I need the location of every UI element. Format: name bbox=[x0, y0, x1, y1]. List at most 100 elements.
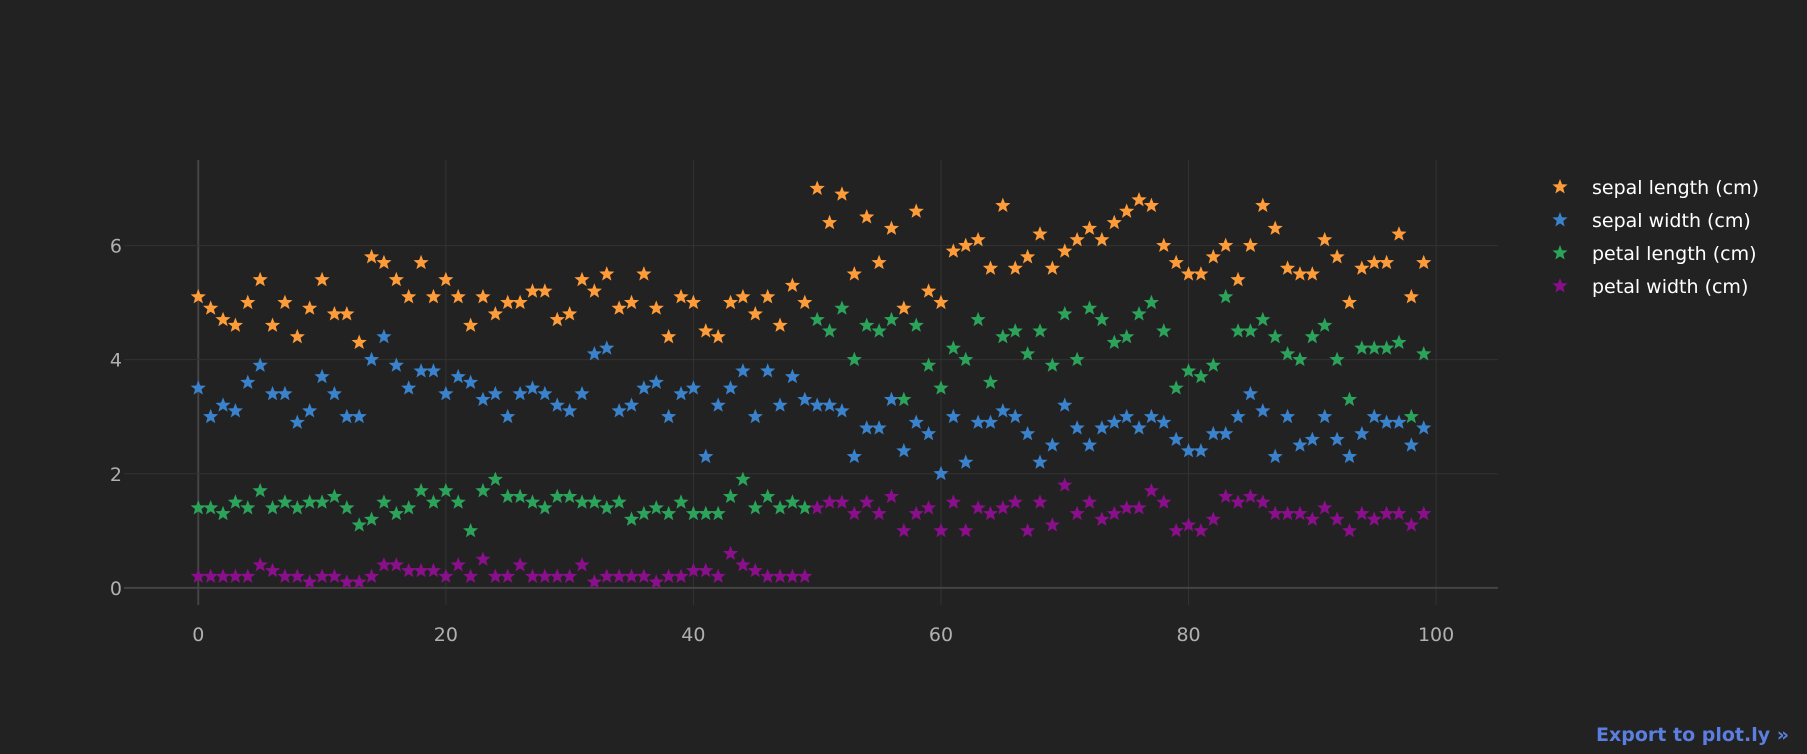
data-point bbox=[846, 505, 862, 521]
legend-label: sepal length (cm) bbox=[1592, 177, 1759, 199]
data-point bbox=[537, 283, 553, 298]
data-point bbox=[772, 397, 788, 412]
data-point bbox=[747, 408, 763, 424]
data-point bbox=[289, 500, 305, 515]
data-point bbox=[760, 488, 776, 504]
data-point bbox=[500, 408, 516, 424]
data-point bbox=[636, 505, 652, 521]
data-point bbox=[376, 494, 392, 509]
legend-item[interactable]: petal width (cm) bbox=[1552, 276, 1748, 298]
data-point bbox=[277, 294, 293, 310]
data-point bbox=[1205, 425, 1221, 441]
data-point bbox=[524, 568, 541, 583]
data-point bbox=[562, 568, 578, 583]
data-point bbox=[450, 494, 466, 509]
data-point bbox=[1218, 237, 1234, 253]
data-point bbox=[1156, 237, 1172, 253]
data-point bbox=[958, 237, 974, 253]
data-point bbox=[462, 568, 479, 583]
data-point bbox=[982, 414, 999, 429]
data-point bbox=[834, 403, 850, 418]
data-point bbox=[462, 374, 479, 389]
data-point bbox=[797, 500, 813, 515]
data-point bbox=[995, 328, 1011, 344]
data-point bbox=[388, 557, 404, 572]
data-point bbox=[599, 568, 615, 583]
data-point bbox=[1032, 323, 1048, 338]
legend-item[interactable]: sepal length (cm) bbox=[1552, 177, 1759, 199]
data-point bbox=[982, 374, 999, 389]
data-point bbox=[896, 522, 912, 538]
data-point bbox=[450, 288, 466, 304]
data-point bbox=[450, 557, 466, 572]
data-point bbox=[1032, 226, 1048, 241]
data-point bbox=[747, 562, 763, 578]
data-point bbox=[1354, 425, 1370, 441]
data-point bbox=[376, 328, 392, 344]
data-point bbox=[1044, 260, 1060, 275]
data-point bbox=[1020, 425, 1036, 441]
data-point bbox=[549, 568, 565, 583]
data-point bbox=[1279, 345, 1296, 361]
data-point bbox=[1143, 408, 1160, 424]
data-point bbox=[190, 568, 206, 583]
data-point bbox=[698, 505, 714, 521]
data-point bbox=[1168, 522, 1184, 538]
data-point bbox=[277, 385, 293, 401]
data-point bbox=[314, 568, 330, 583]
data-point bbox=[1143, 482, 1160, 498]
data-point bbox=[289, 414, 305, 429]
data-point bbox=[264, 562, 281, 578]
data-point bbox=[203, 408, 219, 424]
data-point bbox=[524, 380, 541, 395]
data-point bbox=[1242, 385, 1259, 401]
data-point bbox=[363, 511, 380, 526]
data-point bbox=[1180, 266, 1197, 281]
data-point bbox=[388, 505, 404, 521]
data-point bbox=[1292, 437, 1308, 452]
data-point bbox=[1403, 517, 1419, 532]
legend[interactable]: sepal length (cm) sepal width (cm) petal l… bbox=[1552, 177, 1759, 298]
data-point bbox=[500, 488, 516, 504]
data-point bbox=[809, 397, 825, 412]
data-point bbox=[710, 328, 726, 344]
data-point bbox=[1168, 431, 1184, 447]
data-point bbox=[1081, 300, 1098, 315]
data-point bbox=[1378, 414, 1395, 429]
data-point bbox=[871, 323, 887, 338]
data-point bbox=[661, 505, 677, 521]
x-tick-label: 60 bbox=[929, 624, 953, 646]
data-point bbox=[1329, 351, 1345, 367]
data-point bbox=[933, 294, 949, 310]
data-point bbox=[413, 482, 429, 498]
data-point bbox=[685, 380, 702, 395]
data-point bbox=[747, 500, 763, 515]
data-point bbox=[1007, 494, 1023, 509]
export-link[interactable]: Export to plot.ly » bbox=[1596, 724, 1789, 746]
legend-item[interactable]: petal length (cm) bbox=[1552, 243, 1757, 265]
data-point bbox=[1094, 420, 1110, 435]
data-point bbox=[227, 494, 244, 509]
data-point bbox=[673, 568, 689, 583]
data-point bbox=[908, 505, 924, 521]
x-tick-label: 80 bbox=[1176, 624, 1200, 646]
data-point bbox=[1168, 254, 1184, 270]
data-point bbox=[438, 271, 454, 287]
data-point bbox=[821, 494, 838, 509]
data-point bbox=[487, 568, 503, 583]
legend-item[interactable]: sepal width (cm) bbox=[1552, 210, 1751, 232]
data-point bbox=[1218, 288, 1234, 304]
data-point bbox=[1267, 448, 1283, 464]
data-point bbox=[859, 209, 875, 224]
data-point bbox=[772, 568, 788, 583]
data-point bbox=[1131, 420, 1147, 435]
data-point bbox=[599, 500, 615, 515]
data-point bbox=[1366, 511, 1382, 526]
data-point bbox=[388, 357, 404, 372]
data-point bbox=[326, 385, 343, 401]
data-point bbox=[896, 391, 912, 407]
data-point bbox=[809, 311, 825, 327]
data-point bbox=[1081, 494, 1098, 509]
data-point bbox=[1007, 260, 1023, 275]
